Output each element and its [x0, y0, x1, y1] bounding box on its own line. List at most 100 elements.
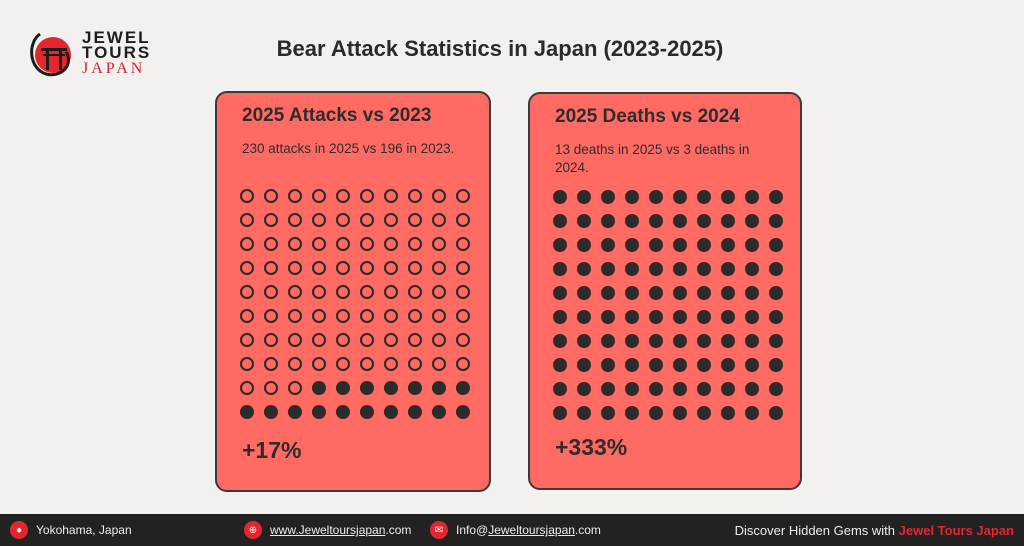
filled-dot [601, 262, 615, 276]
filled-dot [697, 358, 711, 372]
filled-dot [577, 262, 591, 276]
filled-dot [553, 334, 567, 348]
filled-dot [625, 262, 639, 276]
filled-dot [625, 238, 639, 252]
empty-dot [240, 309, 254, 323]
filled-dot [673, 190, 687, 204]
filled-dot [577, 382, 591, 396]
filled-dot [625, 190, 639, 204]
empty-dot [456, 333, 470, 347]
empty-dot [288, 213, 302, 227]
empty-dot [336, 285, 350, 299]
filled-dot [625, 334, 639, 348]
empty-dot [264, 309, 278, 323]
empty-dot [264, 333, 278, 347]
empty-dot [456, 213, 470, 227]
filled-dot [601, 286, 615, 300]
filled-dot [649, 238, 663, 252]
empty-dot [408, 357, 422, 371]
filled-dot [553, 406, 567, 420]
page-title: Bear Attack Statistics in Japan (2023-20… [276, 36, 724, 61]
empty-dot [384, 237, 398, 251]
filled-dot [553, 310, 567, 324]
empty-dot [360, 189, 374, 203]
filled-dot [673, 286, 687, 300]
empty-dot [384, 261, 398, 275]
empty-dot [360, 333, 374, 347]
filled-dot [745, 214, 759, 228]
empty-dot [384, 213, 398, 227]
footer-website[interactable]: ⊕ www.Jeweltoursjapan.com [244, 514, 411, 546]
empty-dot [240, 285, 254, 299]
empty-dot [288, 333, 302, 347]
filled-dot [769, 286, 783, 300]
filled-dot [697, 334, 711, 348]
empty-dot [240, 213, 254, 227]
filled-dot [336, 381, 350, 395]
empty-dot [432, 237, 446, 251]
deaths-card: 2025 Deaths vs 2024 13 deaths in 2025 vs… [528, 92, 802, 490]
attacks-card: 2025 Attacks vs 2023 230 attacks in 2025… [215, 91, 491, 492]
empty-dot [264, 237, 278, 251]
empty-dot [312, 213, 326, 227]
empty-dot [240, 357, 254, 371]
filled-dot [625, 406, 639, 420]
logo-line2: TOURS [82, 43, 152, 62]
filled-dot [601, 238, 615, 252]
filled-dot [601, 382, 615, 396]
empty-dot [336, 309, 350, 323]
filled-dot [456, 381, 470, 395]
website-link[interactable]: www.Jeweltoursjapan [270, 523, 386, 537]
filled-dot [577, 238, 591, 252]
filled-dot [721, 190, 735, 204]
empty-dot [336, 357, 350, 371]
filled-dot [384, 381, 398, 395]
filled-dot [745, 334, 759, 348]
filled-dot [697, 262, 711, 276]
filled-dot [769, 334, 783, 348]
filled-dot [745, 358, 759, 372]
dot-grid [240, 189, 470, 419]
filled-dot [649, 358, 663, 372]
filled-dot [625, 310, 639, 324]
filled-dot [553, 238, 567, 252]
filled-dot [649, 310, 663, 324]
empty-dot [432, 333, 446, 347]
change-percent: +17% [242, 437, 302, 463]
empty-dot [408, 309, 422, 323]
empty-dot [264, 381, 278, 395]
empty-dot [360, 261, 374, 275]
filled-dot [264, 405, 278, 419]
email-link[interactable]: Jeweltoursjapan [488, 523, 575, 537]
filled-dot [553, 382, 567, 396]
empty-dot [312, 333, 326, 347]
empty-dot [336, 237, 350, 251]
filled-dot [721, 382, 735, 396]
filled-dot [745, 238, 759, 252]
tagline-text: Discover Hidden Gems with [734, 522, 899, 538]
empty-dot [288, 309, 302, 323]
empty-dot [360, 309, 374, 323]
empty-dot [264, 189, 278, 203]
filled-dot [649, 406, 663, 420]
footer-email[interactable]: ✉ Info@Jeweltoursjapan.com [430, 514, 601, 546]
filled-dot [312, 405, 326, 419]
empty-dot [288, 285, 302, 299]
brand-text: Jewel Tours Japan [898, 522, 1014, 538]
filled-dot [769, 190, 783, 204]
filled-dot [553, 262, 567, 276]
empty-dot [384, 309, 398, 323]
empty-dot [456, 285, 470, 299]
filled-dot [649, 214, 663, 228]
filled-dot [697, 382, 711, 396]
filled-dot [697, 214, 711, 228]
filled-dot [769, 358, 783, 372]
filled-dot [745, 262, 759, 276]
empty-dot [456, 237, 470, 251]
card-heading: 2025 Attacks vs 2023 [242, 105, 432, 126]
filled-dot [673, 238, 687, 252]
filled-dot [577, 406, 591, 420]
empty-dot [408, 213, 422, 227]
logo-line1: JEWEL [82, 28, 151, 47]
empty-dot [240, 237, 254, 251]
